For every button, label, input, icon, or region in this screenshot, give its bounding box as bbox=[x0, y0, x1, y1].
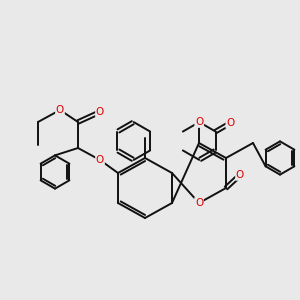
Text: O: O bbox=[195, 117, 203, 127]
Text: O: O bbox=[56, 105, 64, 115]
Text: O: O bbox=[236, 170, 244, 180]
Text: O: O bbox=[195, 198, 203, 208]
Text: O: O bbox=[226, 118, 235, 128]
Text: O: O bbox=[96, 155, 104, 165]
Text: O: O bbox=[96, 107, 104, 117]
